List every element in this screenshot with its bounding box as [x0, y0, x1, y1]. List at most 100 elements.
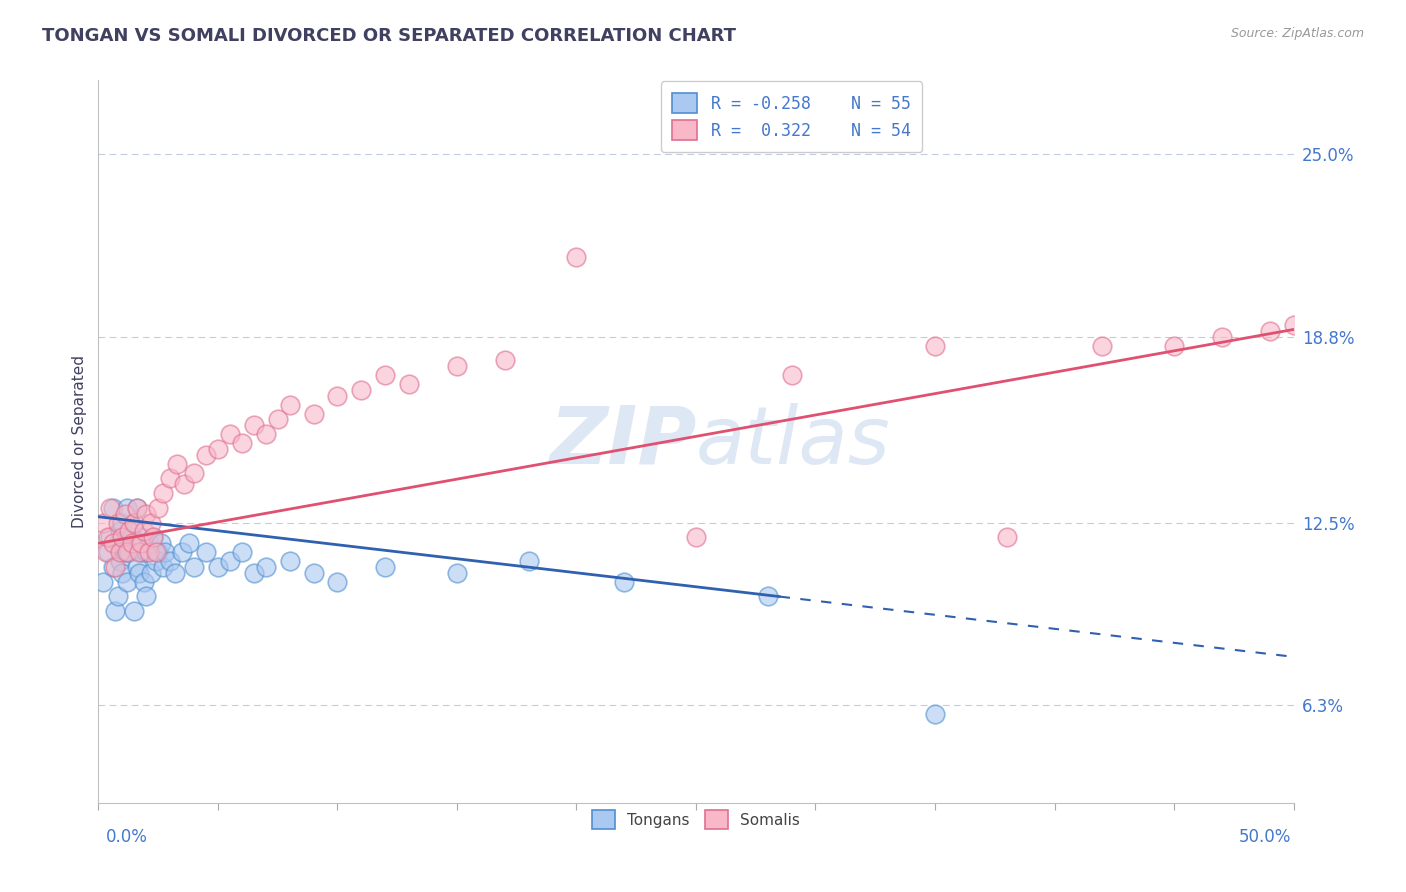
Point — [302, 566, 325, 580]
Point — [159, 554, 181, 568]
Point — [1282, 318, 1305, 332]
Point — [135, 545, 157, 559]
Point — [219, 554, 242, 568]
Point — [125, 500, 148, 515]
Point — [111, 566, 134, 580]
Point — [114, 507, 136, 521]
Point — [446, 359, 468, 374]
Point — [101, 500, 124, 515]
Point — [138, 536, 160, 550]
Point — [98, 530, 122, 544]
Point — [124, 516, 146, 530]
Point — [111, 530, 134, 544]
Point — [254, 427, 277, 442]
Point — [231, 436, 253, 450]
Point — [195, 448, 218, 462]
Point — [1091, 339, 1114, 353]
Point — [173, 477, 195, 491]
Point — [613, 574, 636, 589]
Point — [374, 560, 396, 574]
Point — [107, 536, 129, 550]
Point — [148, 545, 170, 559]
Point — [142, 530, 165, 544]
Point — [179, 536, 201, 550]
Text: 0.0%: 0.0% — [105, 828, 148, 846]
Point — [128, 545, 150, 559]
Point — [517, 554, 540, 568]
Point — [135, 590, 157, 604]
Point — [97, 545, 120, 559]
Point — [243, 418, 266, 433]
Point — [142, 530, 165, 544]
Point — [195, 545, 218, 559]
Point — [183, 466, 205, 480]
Point — [91, 574, 114, 589]
Point — [107, 516, 129, 530]
Point — [207, 442, 229, 456]
Point — [121, 536, 143, 550]
Text: atlas: atlas — [696, 402, 891, 481]
Point — [138, 545, 160, 559]
Point — [350, 383, 373, 397]
Point — [139, 516, 162, 530]
Point — [152, 560, 174, 574]
Point — [148, 500, 170, 515]
Point — [924, 339, 946, 353]
Text: ZIP: ZIP — [548, 402, 696, 481]
Point — [101, 560, 124, 574]
Point — [121, 530, 143, 544]
Point — [219, 427, 242, 442]
Point — [108, 524, 131, 539]
Text: Source: ZipAtlas.com: Source: ZipAtlas.com — [1230, 27, 1364, 40]
Point — [131, 530, 153, 544]
Point — [1163, 339, 1185, 353]
Point — [131, 536, 153, 550]
Point — [108, 545, 131, 559]
Point — [128, 566, 150, 580]
Point — [104, 560, 127, 574]
Point — [1258, 324, 1281, 338]
Point — [131, 545, 153, 559]
Point — [243, 566, 266, 580]
Point — [101, 536, 124, 550]
Point — [685, 530, 707, 544]
Point — [565, 250, 588, 264]
Point — [91, 516, 114, 530]
Point — [446, 566, 468, 580]
Point — [302, 407, 325, 421]
Point — [124, 516, 146, 530]
Point — [278, 398, 301, 412]
Point — [108, 554, 131, 568]
Point — [1211, 330, 1233, 344]
Point — [183, 560, 205, 574]
Point — [118, 545, 141, 559]
Point — [995, 530, 1018, 544]
Point — [374, 368, 396, 383]
Point — [231, 545, 253, 559]
Point — [780, 368, 803, 383]
Point — [254, 560, 277, 574]
Point — [107, 590, 129, 604]
Text: TONGAN VS SOMALI DIVORCED OR SEPARATED CORRELATION CHART: TONGAN VS SOMALI DIVORCED OR SEPARATED C… — [42, 27, 737, 45]
Point — [159, 471, 181, 485]
Point — [398, 377, 420, 392]
Point — [172, 545, 194, 559]
Point — [139, 566, 162, 580]
Point — [125, 560, 148, 574]
Point — [115, 545, 138, 559]
Point — [98, 500, 122, 515]
Point — [124, 604, 146, 618]
Point — [166, 457, 188, 471]
Legend: Tongans, Somalis: Tongans, Somalis — [586, 804, 806, 835]
Point — [118, 524, 141, 539]
Point — [326, 389, 349, 403]
Text: 50.0%: 50.0% — [1239, 828, 1291, 846]
Point — [111, 516, 134, 530]
Point — [145, 545, 167, 559]
Point — [132, 574, 155, 589]
Point — [267, 412, 290, 426]
Point — [135, 507, 157, 521]
Point — [207, 560, 229, 574]
Point — [132, 524, 155, 539]
Point — [152, 486, 174, 500]
